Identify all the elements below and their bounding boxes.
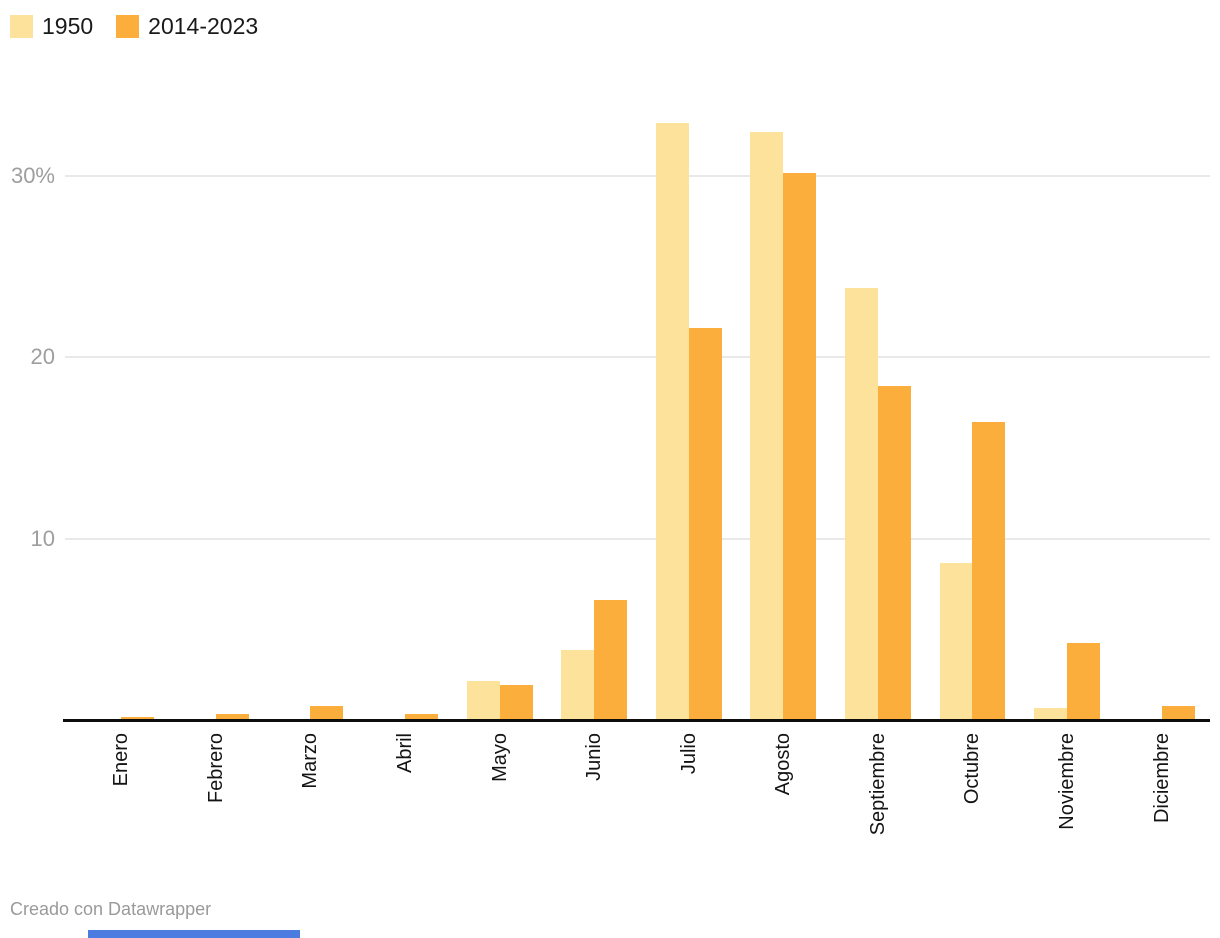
bar-agosto-1950 xyxy=(750,132,784,721)
x-label-cell-mayo: Mayo xyxy=(452,733,547,873)
x-label-cell-marzo: Marzo xyxy=(263,733,358,873)
x-label-enero: Enero xyxy=(110,733,133,787)
bar-noviembre-2014-2023 xyxy=(1067,643,1101,721)
x-axis-month-labels: Enero Febrero Marzo Abril Mayo Junio Julio Agos… xyxy=(74,733,1209,873)
bar-mayo-1950 xyxy=(466,681,500,721)
x-label-cell-noviembre: Noviembre xyxy=(1020,733,1115,873)
legend-item-2014-2023: 2014-2023 xyxy=(116,13,258,40)
bar-marzo-2014-2023 xyxy=(310,706,344,721)
x-label-abril: Abril xyxy=(394,733,417,774)
x-label-cell-febrero: Febrero xyxy=(169,733,264,873)
bar-group-marzo xyxy=(263,70,358,721)
bar-junio-1950 xyxy=(561,650,595,721)
y-tick-label-30: 30% xyxy=(10,163,55,189)
x-label-septiembre: Septiembre xyxy=(866,733,889,836)
x-label-julio: Julio xyxy=(677,733,700,775)
bars-plot-area xyxy=(74,70,1209,721)
x-axis-baseline xyxy=(63,719,1210,722)
bar-agosto-2014-2023 xyxy=(783,173,817,721)
legend-item-1950: 1950 xyxy=(10,13,93,40)
x-label-cell-abril: Abril xyxy=(358,733,453,873)
bar-abril-2014-2023 xyxy=(405,714,439,721)
x-label-cell-junio: Junio xyxy=(547,733,642,873)
bar-diciembre-2014-2023 xyxy=(1161,706,1195,721)
x-label-diciembre: Diciembre xyxy=(1150,733,1173,824)
x-label-cell-julio: Julio xyxy=(641,733,736,873)
bar-septiembre-2014-2023 xyxy=(877,386,911,721)
x-label-febrero: Febrero xyxy=(204,733,227,804)
legend-label-2014-2023: 2014-2023 xyxy=(148,13,259,39)
x-label-cell-diciembre: Diciembre xyxy=(1114,733,1209,873)
bar-junio-2014-2023 xyxy=(594,600,628,721)
bar-group-octubre xyxy=(925,70,1020,721)
chart-legend: 1950 2014-2023 xyxy=(10,13,258,40)
gridline-30 xyxy=(65,175,1210,178)
bar-group-febrero xyxy=(169,70,264,721)
x-label-junio: Junio xyxy=(583,733,606,781)
bar-group-agosto xyxy=(736,70,831,721)
legend-swatch-2014-2023 xyxy=(116,15,140,38)
bar-group-noviembre xyxy=(1020,70,1115,721)
x-label-cell-septiembre: Septiembre xyxy=(831,733,926,873)
bar-group-diciembre xyxy=(1114,70,1209,721)
x-label-octubre: Octubre xyxy=(961,733,984,805)
bar-group-junio xyxy=(547,70,642,721)
bar-group-abril xyxy=(358,70,453,721)
legend-swatch-1950 xyxy=(10,15,33,38)
legend-label-1950: 1950 xyxy=(42,13,94,39)
bar-octubre-2014-2023 xyxy=(972,422,1006,721)
gridline-10 xyxy=(65,537,1210,540)
datawrapper-credit-link[interactable]: Creado con Datawrapper xyxy=(10,899,212,919)
x-label-cell-agosto: Agosto xyxy=(736,733,831,873)
bar-julio-1950 xyxy=(655,123,689,721)
y-tick-label-10: 10 xyxy=(30,525,55,551)
x-label-cell-octubre: Octubre xyxy=(925,733,1020,873)
gridline-20 xyxy=(65,356,1210,359)
bar-julio-2014-2023 xyxy=(688,328,722,721)
y-tick-label-20: 20 xyxy=(30,344,55,370)
x-label-agosto: Agosto xyxy=(772,733,795,796)
bar-mayo-2014-2023 xyxy=(499,685,533,721)
x-label-mayo: Mayo xyxy=(488,733,511,782)
bar-group-enero xyxy=(74,70,169,721)
bar-febrero-2014-2023 xyxy=(215,714,249,721)
bar-group-julio xyxy=(641,70,736,721)
x-label-noviembre: Noviembre xyxy=(1056,733,1079,830)
x-label-cell-enero: Enero xyxy=(74,733,169,873)
bottom-scrollbar-thumb[interactable] xyxy=(88,930,300,938)
bar-group-mayo xyxy=(452,70,547,721)
bar-octubre-1950 xyxy=(939,563,973,721)
bar-noviembre-1950 xyxy=(1034,708,1068,721)
bar-septiembre-1950 xyxy=(844,288,878,721)
x-label-marzo: Marzo xyxy=(299,733,322,789)
bar-group-septiembre xyxy=(831,70,926,721)
